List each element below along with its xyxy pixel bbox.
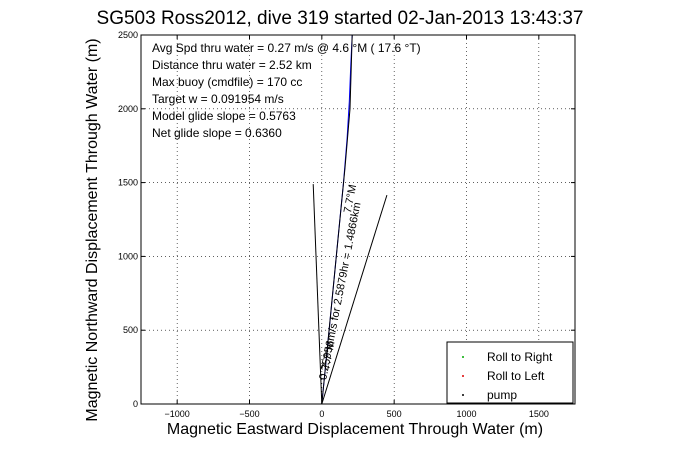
x-tick-label: 0 <box>319 409 324 419</box>
y-axis-label: Magnetic Northward Displacement Through … <box>84 38 101 421</box>
annotation-label: 7.7°M <box>320 340 337 371</box>
annotation-label: 7.7°M <box>342 184 359 215</box>
y-tick-label: 500 <box>123 325 138 335</box>
info-line: Model glide slope = 0.5763 <box>152 109 296 123</box>
legend-marker <box>462 394 464 396</box>
legend-marker <box>462 356 464 358</box>
x-tick-label: −1000 <box>165 409 190 419</box>
tick-layer: −1000 −500 0 500 1000 1500 0 500 1000 1500 2000 250… <box>118 30 575 419</box>
info-line: Distance thru water = 2.52 km <box>152 58 312 72</box>
y-tick-label: 1500 <box>118 178 138 188</box>
series-line <box>321 194 388 405</box>
series-line <box>321 34 353 405</box>
y-tick-label: 1000 <box>118 251 138 261</box>
axes-box <box>140 34 576 405</box>
series-layer <box>312 34 388 405</box>
x-tick-label: 500 <box>387 409 402 419</box>
series-line <box>312 184 323 405</box>
legend-box <box>446 341 574 404</box>
x-tick-label: −500 <box>239 409 259 419</box>
x-tick-label: 1000 <box>456 409 476 419</box>
x-axis-label: Magnetic Eastward Displacement Through W… <box>167 421 543 438</box>
legend-label: Roll to Left <box>487 369 545 383</box>
info-line: Target w = 0.091954 m/s <box>152 92 284 106</box>
legend-marker <box>462 375 464 377</box>
legend-label: pump <box>487 388 517 402</box>
y-tick-label: 2500 <box>118 30 138 40</box>
chart-title: SG503 Ross2012, dive 319 started 02-Jan-… <box>97 8 584 29</box>
legend: Roll to Right Roll to Left pump <box>446 341 574 404</box>
info-line: Net glide slope = 0.6360 <box>152 126 282 140</box>
y-tick-label: 0 <box>133 399 138 409</box>
info-line: Max buoy (cmdfile) = 170 cc <box>152 75 302 89</box>
info-text-block: Avg Spd thru water = 0.27 m/s @ 4.6 °M (… <box>152 41 421 140</box>
info-line: Avg Spd thru water = 0.27 m/s @ 4.6 °M (… <box>152 41 421 55</box>
y-tick-label: 2000 <box>118 104 138 114</box>
legend-label: Roll to Right <box>487 350 553 364</box>
x-tick-label: 1500 <box>529 409 549 419</box>
